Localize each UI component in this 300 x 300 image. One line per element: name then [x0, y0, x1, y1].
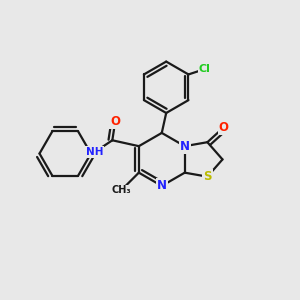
Text: N: N [157, 179, 167, 192]
Text: Cl: Cl [199, 64, 211, 74]
Text: N: N [180, 140, 190, 153]
Text: O: O [219, 121, 229, 134]
Text: CH₃: CH₃ [111, 185, 131, 195]
Text: S: S [203, 170, 212, 183]
Text: NH: NH [86, 147, 104, 157]
Text: O: O [110, 115, 120, 128]
